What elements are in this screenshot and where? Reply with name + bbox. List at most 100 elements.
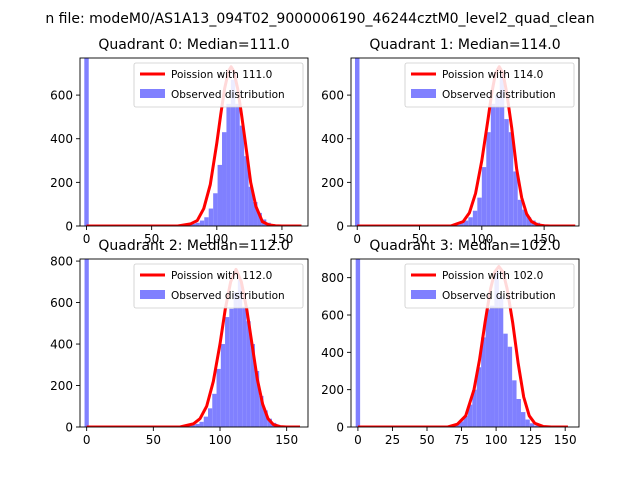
quadrant-2-hist-bar <box>225 317 230 427</box>
quadrant-0-hist-bar <box>239 125 245 226</box>
quadrant-0-axes-frame <box>79 57 309 227</box>
quadrant-3-hist-bar <box>512 380 517 427</box>
quadrant-3-ytick-label: 0 <box>336 421 344 435</box>
quadrant-1-hist-bar <box>463 220 469 226</box>
quadrant-0-title: Quadrant 0: Median=111.0 <box>98 37 289 53</box>
quadrant-0-legend-fit-label: Poission with 111.0 <box>171 69 272 81</box>
quadrant-1-hist-bar-zero <box>354 58 360 226</box>
quadrant-2-hist-bar <box>199 421 204 427</box>
quadrant-3-hist-bar <box>485 309 491 427</box>
quadrant-2-ytick-label: 200 <box>50 379 73 393</box>
quadrant-3-hist-bar <box>490 305 495 427</box>
figure-title: n file: modeM0/AS1A13_094T02_9000006190_… <box>45 11 594 27</box>
quadrant-3-title: Quadrant 3: Median=102.0 <box>369 238 560 254</box>
quadrant-2-hist-bar <box>208 408 213 427</box>
quadrant-2-hist-bar <box>259 395 264 427</box>
quadrant-2-xtick-label: 150 <box>275 433 298 447</box>
quadrant-1-hist-bar <box>481 167 487 226</box>
quadrant-0-ytick-label: 600 <box>50 89 73 103</box>
quadrant-2-legend <box>133 263 304 309</box>
quadrant-1-ytick-label: 0 <box>336 220 344 234</box>
quadrant-2-axes-frame <box>79 258 309 428</box>
quadrant-1-hist-bar <box>508 132 514 226</box>
quadrant-3-legend-hist-label: Observed distribution <box>442 290 556 302</box>
quadrant-2-title: Quadrant 2: Median=112.0 <box>98 238 289 254</box>
quadrant-0-hist-bar <box>248 186 254 226</box>
quadrant-3-ytick-label: 400 <box>321 346 344 360</box>
quadrant-0-plot-area <box>84 58 302 226</box>
quadrant-1-legend-fit-label: Poission with 114.0 <box>442 69 543 81</box>
quadrant-2-legend-fit-label: Poission with 112.0 <box>171 270 272 282</box>
quadrant-0-hist-bar <box>217 164 223 226</box>
quadrant-1-ytick-label: 200 <box>321 176 344 190</box>
quadrant-1-hist-bar <box>486 132 491 226</box>
quadrant-1-legend <box>404 62 575 108</box>
quadrant-1-hist-bar <box>454 224 460 226</box>
quadrant-1-hist-bar <box>468 217 473 226</box>
quadrant-3-xtick-label: 50 <box>419 433 434 447</box>
quadrant-0-hist-bar <box>195 222 200 226</box>
quadrant-2-xtick-label: 50 <box>146 433 161 447</box>
quadrant-3-hist-bar <box>520 412 526 427</box>
quadrant-3-xtick-label: 0 <box>354 433 362 447</box>
quadrant-2-hist-bar <box>212 393 217 427</box>
quadrant-3-hist-bar <box>507 346 513 427</box>
quadrant-2-hist-bar <box>254 371 260 427</box>
quadrant-0-hist-bar <box>208 208 214 226</box>
quadrant-1-hist-bar <box>513 171 518 226</box>
quadrant-3-legend <box>404 263 575 309</box>
quadrant-0-hist-bar-zero <box>84 58 89 226</box>
quadrant-3-hist-bar <box>516 399 521 427</box>
quadrant-1-hist-bar <box>522 209 527 226</box>
quadrant-2-hist-bar <box>195 423 200 427</box>
quadrant-1-hist-bar <box>495 95 500 226</box>
quadrant-3-hist-bar <box>481 337 486 427</box>
quadrant-1-axes-frame <box>350 57 580 227</box>
quadrant-1-title: Quadrant 1: Median=114.0 <box>369 37 560 53</box>
quadrant-2-hist-bar <box>250 344 255 427</box>
quadrant-3-hist-bar <box>467 404 473 427</box>
quadrant-2-ytick-label: 0 <box>65 421 73 435</box>
quadrant-2-hist-bar <box>242 306 247 427</box>
quadrant-2-hist-bar <box>216 368 221 427</box>
quadrant-2-hist-bar <box>203 416 208 427</box>
quadrant-0-xtick-label: 50 <box>144 232 159 246</box>
quadrant-2-plot-area <box>84 259 300 427</box>
quadrant-1-hist-bar <box>490 103 496 226</box>
quadrant-0-chart: 0 50 100 150 0 200 400 600 Quadrant 0: Median=11… <box>50 37 309 246</box>
quadrant-2-legend-hist-label: Observed distribution <box>171 290 285 302</box>
quadrant-2-hist-bar-zero <box>84 259 89 427</box>
quadrant-2-legend-hist-swatch <box>140 290 165 299</box>
quadrant-3-xtick-label: 25 <box>385 433 400 447</box>
quadrant-1-xtick-label: 0 <box>353 232 361 246</box>
quadrant-1-legend-hist-swatch <box>411 89 436 98</box>
quadrant-3-ytick-label: 800 <box>321 271 344 285</box>
quadrant-2-hist-bar <box>233 292 238 427</box>
quadrant-2-ytick-label: 800 <box>50 255 73 269</box>
quadrant-1-hist-bar <box>499 75 505 226</box>
quadrant-3-legend-fit-label: Poission with 102.0 <box>442 270 543 282</box>
quadrant-3-hist-bar <box>472 389 477 427</box>
quadrant-3-hist-bar <box>459 421 464 427</box>
quadrant-1-hist-bar <box>477 197 482 226</box>
quadrant-3-ytick-label: 600 <box>321 309 344 323</box>
quadrant-1-xtick-label: 50 <box>412 232 427 246</box>
quadrant-2-hist-bar <box>220 344 226 427</box>
quadrant-3-xtick-label: 75 <box>454 433 469 447</box>
quadrant-2-hist-bar <box>229 308 234 427</box>
quadrant-0-hist-bar <box>191 223 196 226</box>
quadrant-3-hist-bar <box>498 296 504 427</box>
quadrant-2-hist-bar <box>190 424 196 427</box>
quadrant-1-hist-bar <box>517 199 523 226</box>
quadrant-0-hist-bar <box>199 220 205 226</box>
quadrant-3-xtick-label: 150 <box>554 433 577 447</box>
quadrant-2-ytick-label: 400 <box>50 338 73 352</box>
quadrant-0-xtick-label: 100 <box>205 232 228 246</box>
quadrant-2-ytick-label: 600 <box>50 296 73 310</box>
quadrant-0-hist-bar <box>226 103 231 226</box>
quadrant-0-legend-hist-swatch <box>140 89 165 98</box>
quadrant-0-ytick-label: 200 <box>50 176 73 190</box>
quadrant-1-ytick-label: 400 <box>321 132 344 146</box>
quadrant-0-ytick-label: 400 <box>50 132 73 146</box>
